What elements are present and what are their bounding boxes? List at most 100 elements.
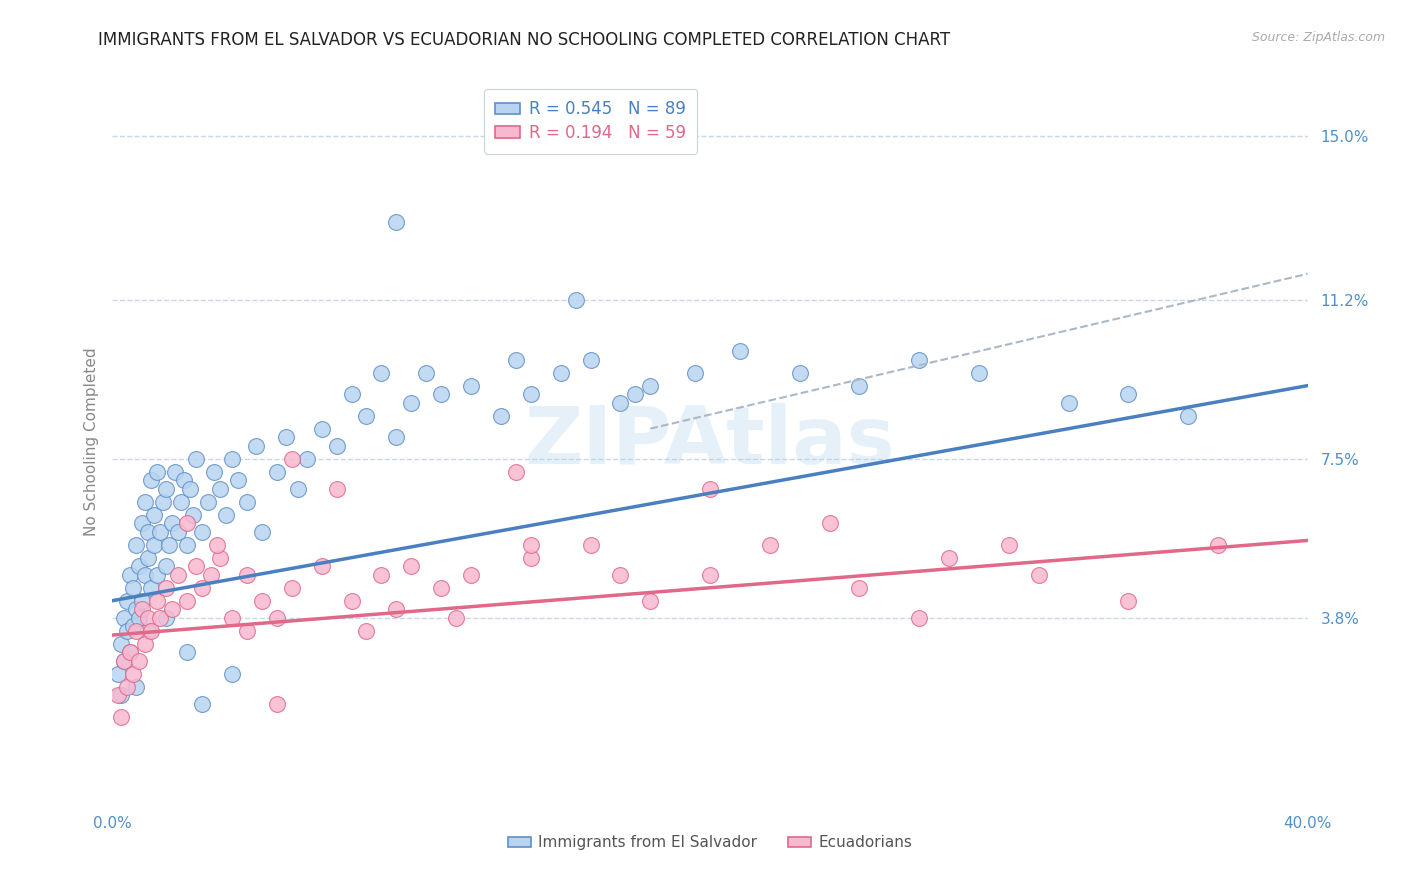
Point xyxy=(624,387,647,401)
Text: Source: ZipAtlas.com: Source: ZipAtlas.com xyxy=(1251,31,1385,45)
Point xyxy=(120,645,142,659)
Point xyxy=(489,409,512,423)
Point xyxy=(818,516,841,531)
Point xyxy=(173,473,195,487)
Point xyxy=(110,710,132,724)
Point xyxy=(197,494,219,508)
Point xyxy=(200,567,222,582)
Point xyxy=(609,396,631,410)
Point xyxy=(250,524,273,539)
Point xyxy=(155,559,177,574)
Point xyxy=(550,366,572,380)
Point xyxy=(128,559,150,574)
Point xyxy=(191,524,214,539)
Point xyxy=(107,666,129,681)
Point xyxy=(128,654,150,668)
Point xyxy=(683,366,706,380)
Point xyxy=(728,344,751,359)
Point xyxy=(179,482,201,496)
Point xyxy=(155,581,177,595)
Point xyxy=(274,430,297,444)
Point xyxy=(131,593,153,607)
Text: ZIPAtlas: ZIPAtlas xyxy=(524,402,896,481)
Point xyxy=(266,697,288,711)
Point xyxy=(236,624,259,638)
Point xyxy=(209,550,232,565)
Point xyxy=(114,611,135,625)
Point xyxy=(266,611,288,625)
Point xyxy=(138,524,160,539)
Point xyxy=(385,430,408,444)
Point xyxy=(356,409,378,423)
Point xyxy=(967,366,990,380)
Point xyxy=(143,508,166,522)
Point xyxy=(505,352,527,367)
Point xyxy=(520,538,543,552)
Point xyxy=(579,352,602,367)
Point xyxy=(167,567,190,582)
Point xyxy=(699,567,721,582)
Point xyxy=(122,619,145,633)
Point xyxy=(186,451,208,466)
Point xyxy=(1118,387,1140,401)
Point xyxy=(281,451,304,466)
Point xyxy=(120,645,142,659)
Point xyxy=(170,494,193,508)
Point xyxy=(385,602,408,616)
Point xyxy=(356,624,378,638)
Point xyxy=(149,524,172,539)
Point xyxy=(152,494,174,508)
Point xyxy=(202,465,225,479)
Point xyxy=(146,593,169,607)
Point xyxy=(444,611,467,625)
Point xyxy=(146,465,169,479)
Point xyxy=(998,538,1021,552)
Point xyxy=(134,567,156,582)
Point xyxy=(125,624,148,638)
Point xyxy=(162,602,183,616)
Point xyxy=(505,465,527,479)
Point xyxy=(460,378,482,392)
Point xyxy=(311,422,333,436)
Point xyxy=(520,550,543,565)
Point xyxy=(167,524,190,539)
Point xyxy=(1118,593,1140,607)
Point xyxy=(401,559,423,574)
Point xyxy=(640,378,662,392)
Point xyxy=(579,538,602,552)
Point xyxy=(131,516,153,531)
Point xyxy=(1177,409,1199,423)
Point xyxy=(325,439,347,453)
Point xyxy=(385,215,408,229)
Point xyxy=(155,611,177,625)
Point xyxy=(266,465,288,479)
Point xyxy=(162,516,183,531)
Point xyxy=(759,538,782,552)
Point xyxy=(370,567,392,582)
Point xyxy=(564,293,586,307)
Point xyxy=(430,387,453,401)
Point xyxy=(146,567,169,582)
Point xyxy=(281,581,304,595)
Point xyxy=(191,697,214,711)
Point xyxy=(221,666,243,681)
Point xyxy=(908,352,931,367)
Legend: Immigrants from El Salvador, Ecuadorians: Immigrants from El Salvador, Ecuadorians xyxy=(502,830,918,856)
Point xyxy=(134,637,156,651)
Point xyxy=(117,680,139,694)
Point xyxy=(209,482,232,496)
Point xyxy=(236,494,259,508)
Point xyxy=(221,451,243,466)
Point xyxy=(176,538,198,552)
Point xyxy=(117,593,139,607)
Point xyxy=(181,508,204,522)
Point xyxy=(138,624,160,638)
Point xyxy=(460,567,482,582)
Point xyxy=(176,593,198,607)
Point xyxy=(789,366,811,380)
Point xyxy=(117,624,139,638)
Point xyxy=(165,465,187,479)
Point xyxy=(848,581,870,595)
Point xyxy=(205,538,228,552)
Point xyxy=(114,654,135,668)
